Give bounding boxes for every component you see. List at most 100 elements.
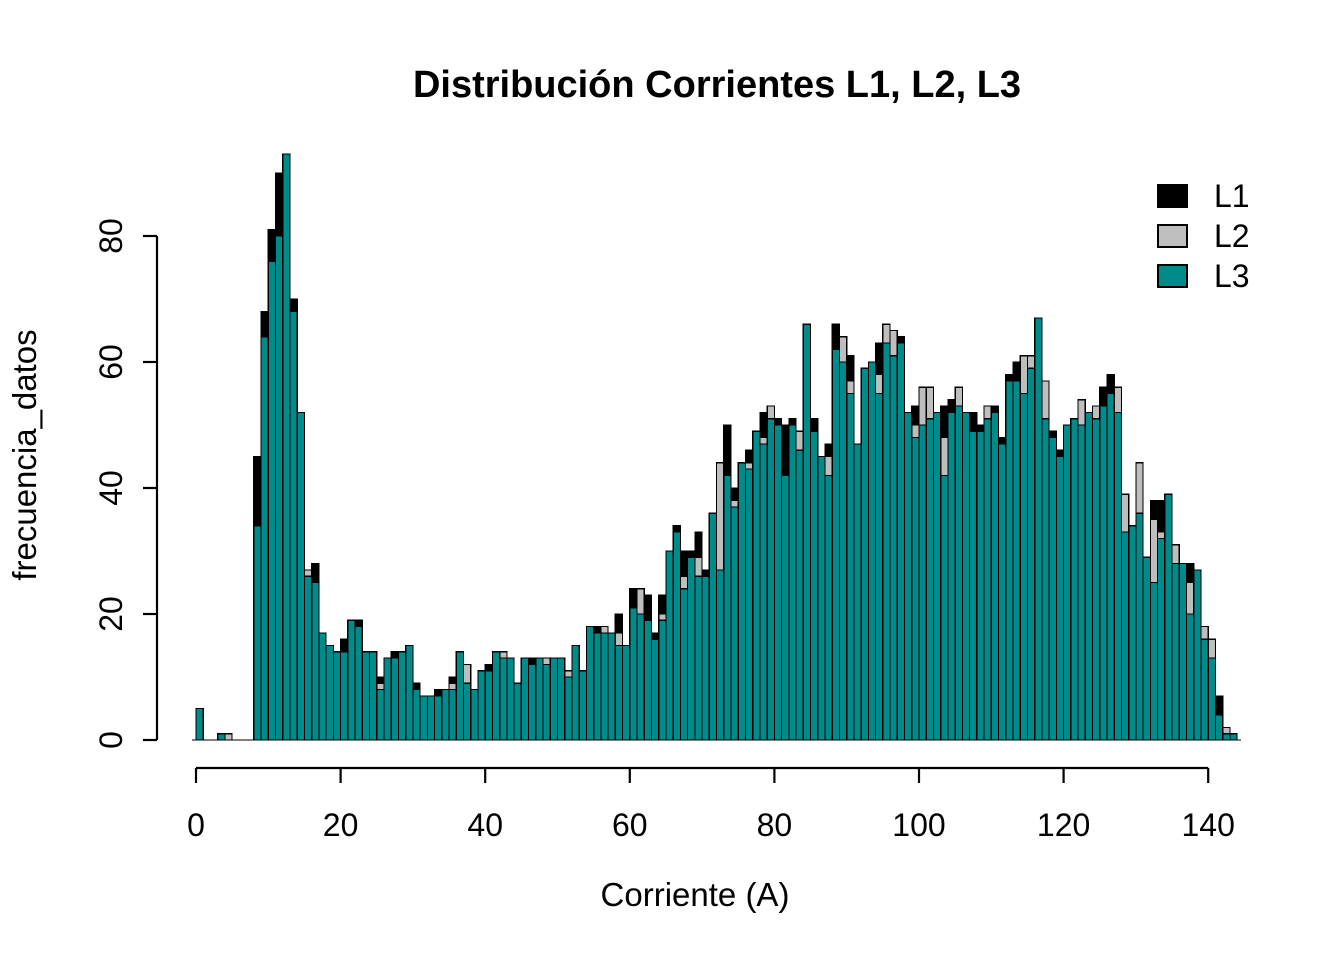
- bars-layer: [192, 153, 1242, 741]
- bar-L3: [1099, 405, 1108, 741]
- bar-L3: [426, 695, 436, 741]
- bar-L3: [997, 443, 1007, 741]
- bar-L3: [621, 644, 631, 741]
- y-axis-label: frecuencia_datos: [6, 329, 43, 580]
- bar-L3: [867, 361, 877, 741]
- bar-L3: [846, 392, 855, 741]
- bar-L3: [549, 657, 559, 741]
- bar-L3: [325, 644, 334, 741]
- bar-L3: [600, 632, 609, 741]
- legend-label-L3: L3: [1214, 258, 1250, 294]
- bar-L3: [564, 676, 573, 741]
- bar-L3: [658, 619, 667, 741]
- bar-L3: [585, 625, 595, 741]
- bar-L3: [715, 569, 725, 741]
- bar-L3: [1222, 733, 1231, 741]
- bar-L3: [390, 657, 400, 741]
- bar-L3: [1164, 493, 1173, 741]
- bar-L3: [1193, 569, 1202, 741]
- x-tick-label: 60: [612, 807, 648, 843]
- bar-L3: [1135, 512, 1144, 741]
- bar-L3: [737, 462, 747, 741]
- bar-L3: [824, 474, 833, 741]
- bar-L3: [629, 607, 638, 741]
- bar-L3: [405, 644, 414, 741]
- bar-L3: [665, 550, 674, 741]
- bar-L3: [759, 443, 768, 741]
- bar-L3: [969, 430, 978, 741]
- bar-L3: [462, 682, 472, 741]
- bar-L3: [1185, 613, 1195, 741]
- bar-L3: [1178, 562, 1188, 741]
- bar-L3: [535, 657, 544, 741]
- bar-L3: [701, 575, 710, 741]
- legend-swatch-L2: [1157, 224, 1188, 248]
- bar-L3: [1019, 392, 1029, 741]
- bar-L3: [817, 455, 826, 741]
- bar-L3: [433, 695, 443, 741]
- bar-L3: [882, 342, 891, 741]
- bar-L3: [614, 644, 624, 741]
- bar-L3: [296, 411, 306, 741]
- bar-L3: [744, 468, 754, 741]
- bar-L3: [332, 651, 342, 741]
- legend-swatch-L3: [1157, 264, 1188, 288]
- bar-L3: [1113, 411, 1123, 741]
- bar-L3: [766, 418, 775, 741]
- y-tick-label: 20: [93, 596, 129, 632]
- bar-L3: [1026, 367, 1036, 741]
- bar-L3: [954, 405, 963, 741]
- bar-L3: [940, 474, 949, 741]
- bar-L3: [925, 418, 935, 741]
- bar-L3: [788, 424, 797, 741]
- bar-L3: [831, 348, 841, 741]
- bar-L3: [643, 619, 653, 741]
- chart-title: Distribución Corrientes L1, L2, L3: [413, 64, 1021, 106]
- bar-L3: [708, 512, 718, 741]
- bar-L3: [267, 260, 277, 741]
- bar-L3: [217, 733, 226, 741]
- bar-L3: [1200, 638, 1209, 741]
- bar-L3: [441, 688, 450, 741]
- bar-L3: [289, 311, 298, 741]
- bar-L3: [795, 449, 804, 741]
- bar-L3: [470, 688, 479, 741]
- x-tick-label: 80: [757, 807, 793, 843]
- bar-L3: [687, 556, 696, 741]
- bar-L3: [397, 651, 407, 741]
- bar-L2: [224, 733, 233, 741]
- legend-label-L1: L1: [1214, 178, 1250, 214]
- bar-L3: [1048, 437, 1057, 741]
- bar-L3: [506, 657, 515, 741]
- bar-L3: [1034, 317, 1043, 741]
- bar-L3: [773, 424, 783, 741]
- bar-L3: [195, 707, 204, 741]
- bar-L3: [412, 688, 421, 741]
- y-axis: 0 20 40 60 80: [93, 218, 159, 749]
- bar-L3: [809, 430, 819, 741]
- bar-L3: [318, 632, 327, 741]
- y-tick-label: 80: [93, 218, 129, 254]
- bar-L3: [607, 632, 616, 741]
- bar-L3: [918, 424, 927, 741]
- y-tick-label: 40: [93, 470, 129, 506]
- bar-L3: [303, 575, 313, 741]
- bar-L3: [477, 670, 486, 741]
- legend-label-L2: L2: [1214, 218, 1250, 254]
- bar-L3: [1120, 531, 1130, 741]
- bar-L3: [484, 670, 494, 741]
- bar-L3: [976, 430, 985, 741]
- legend: L1 L2 L3: [1157, 178, 1250, 294]
- bar-L3: [1070, 418, 1079, 741]
- bar-L3: [860, 367, 869, 741]
- bar-L3: [311, 581, 320, 741]
- bar-L3: [376, 688, 385, 741]
- bar-L3: [1062, 424, 1072, 741]
- bar-L3: [896, 342, 906, 741]
- bar-L3: [983, 418, 992, 741]
- bar-L3: [571, 644, 580, 741]
- bar-L3: [556, 657, 566, 741]
- x-tick-label: 100: [892, 807, 945, 843]
- x-axis: 0 20 40 60 80 100 120 140: [187, 766, 1235, 843]
